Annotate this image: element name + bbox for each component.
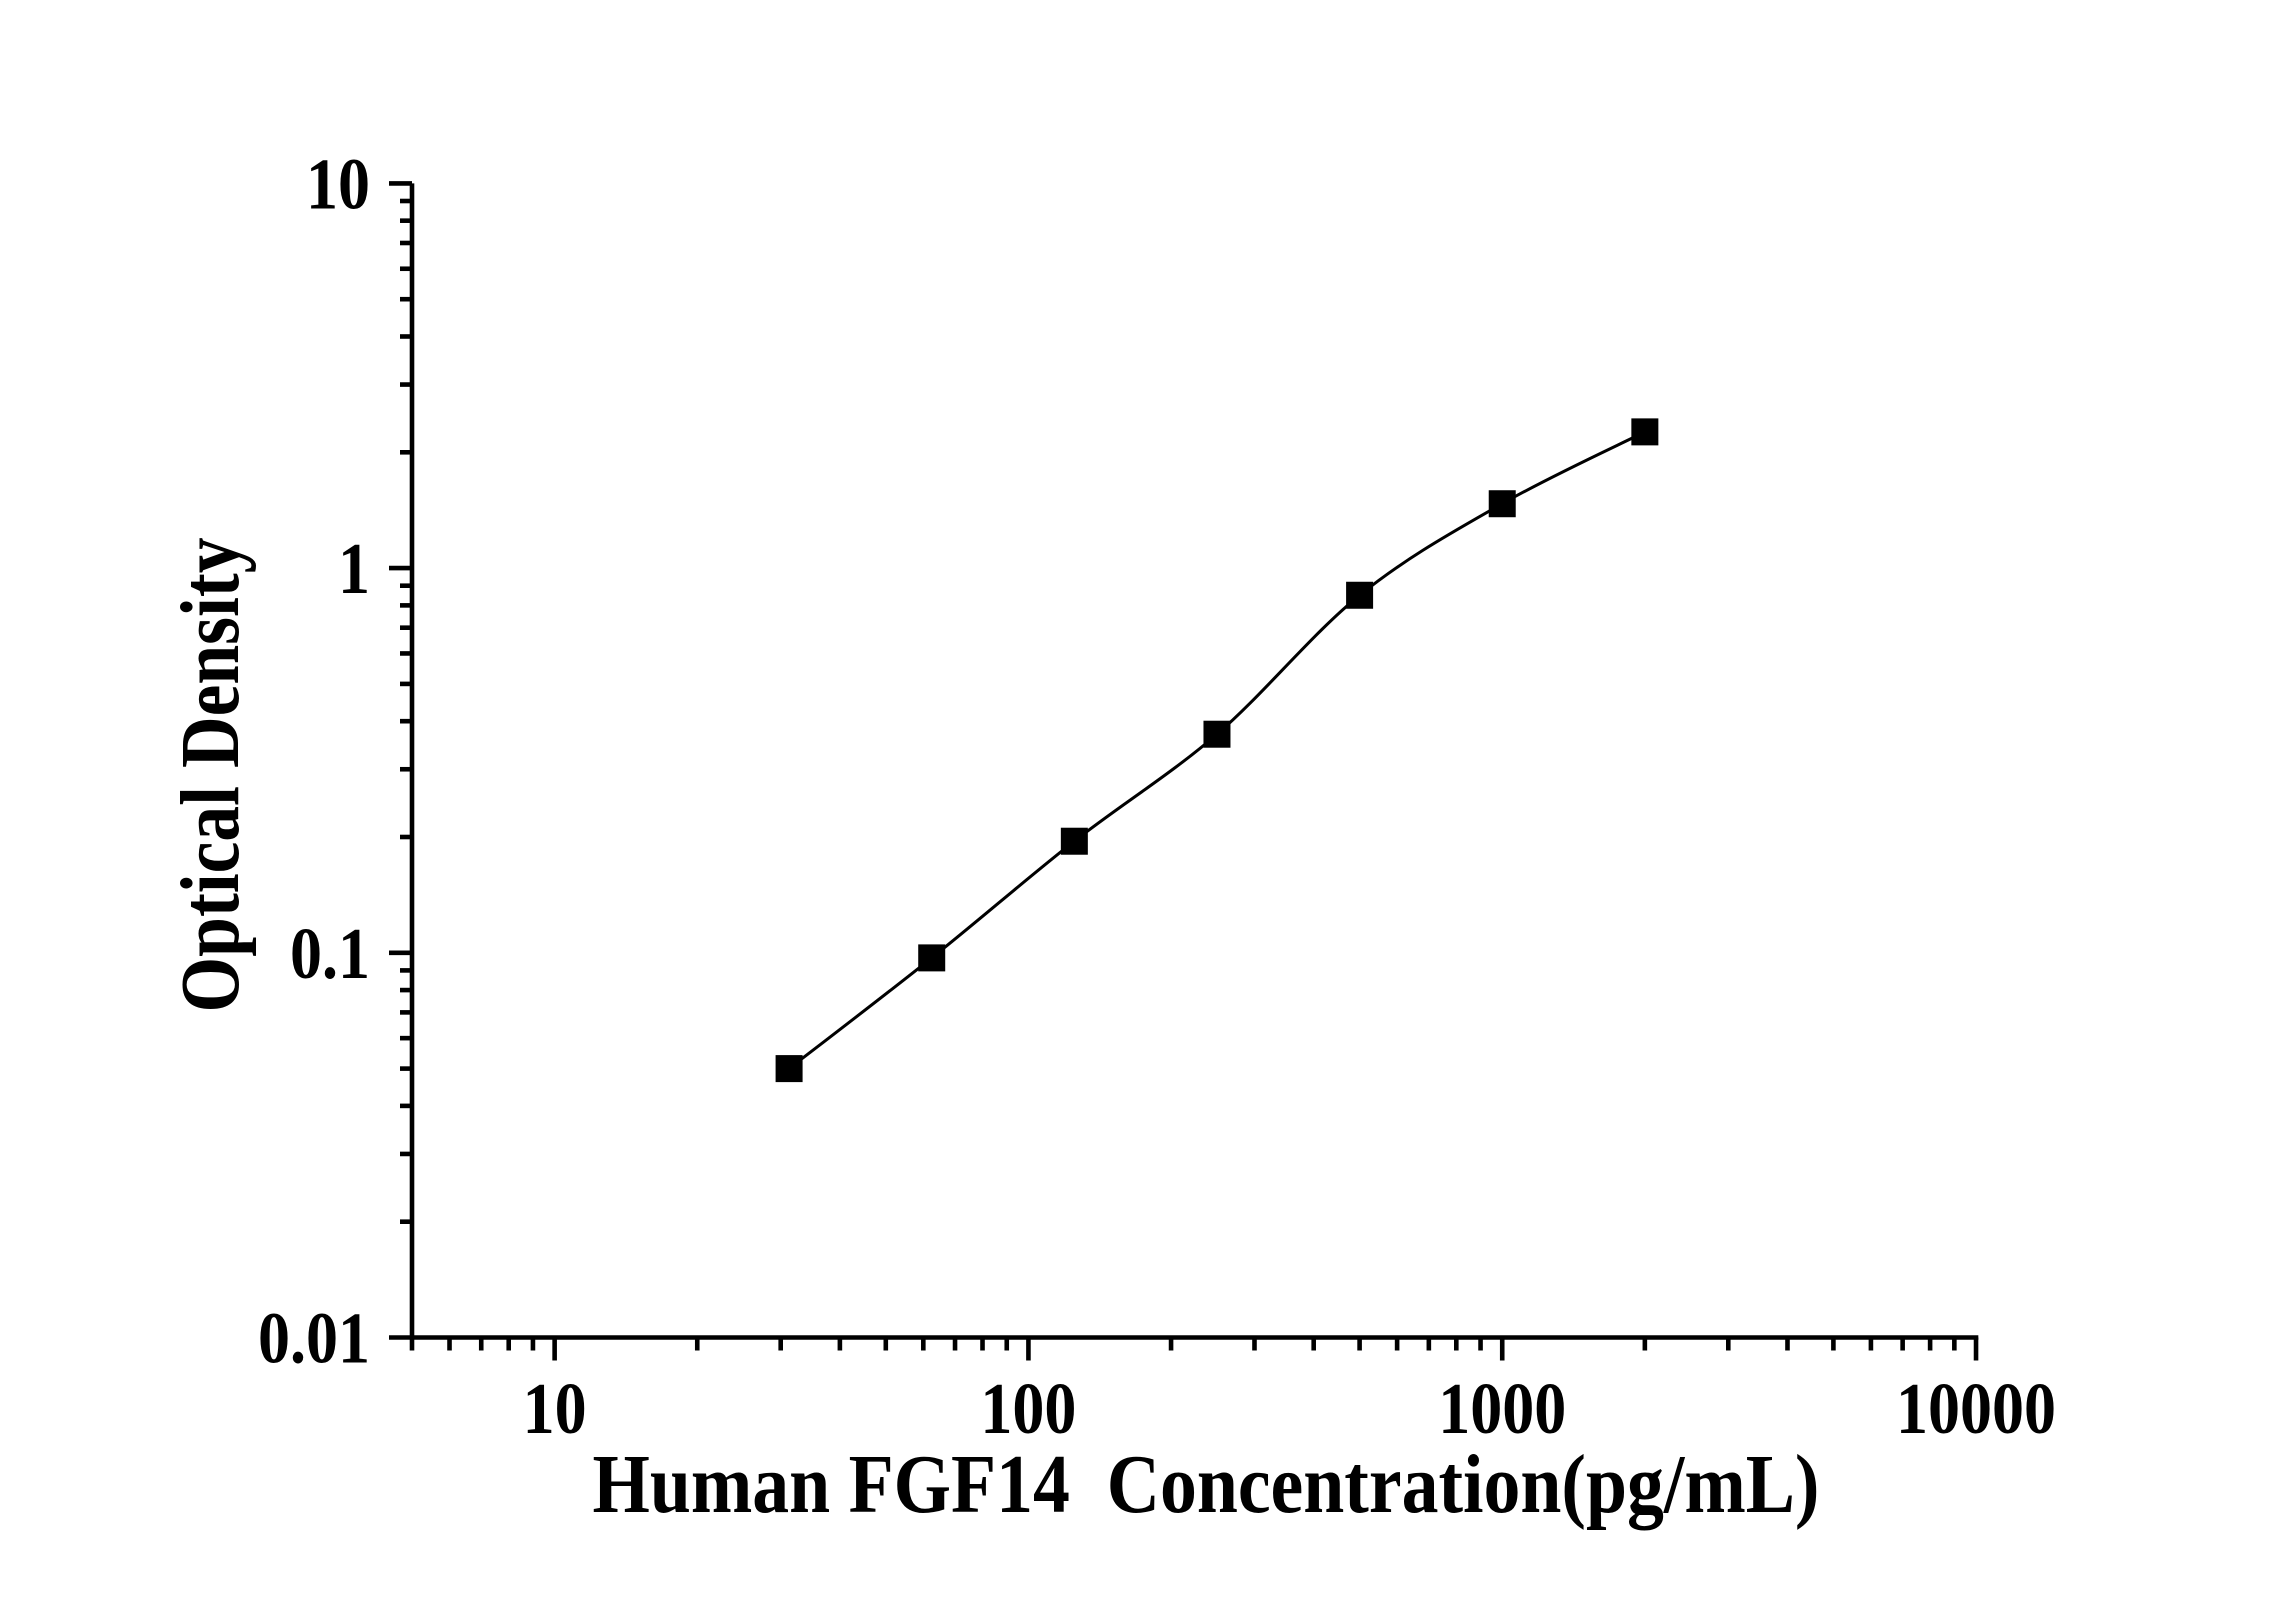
y-tick-label: 0.01 <box>258 1298 370 1379</box>
data-point-marker <box>1346 581 1374 609</box>
data-point-marker <box>1488 490 1516 518</box>
y-axis-title: Optical Density <box>164 538 257 1013</box>
data-point-marker <box>1203 720 1231 748</box>
y-tick-label: 1 <box>338 528 370 609</box>
y-tick-label: 0.1 <box>290 913 370 994</box>
data-point-marker <box>918 944 946 972</box>
x-tick-label: 1000 <box>1438 1368 1566 1449</box>
data-point-marker <box>1631 418 1659 446</box>
x-tick-label: 10 <box>523 1368 587 1449</box>
x-axis-title: Human FGF14 Concentration(pg/mL) <box>593 1438 1820 1531</box>
y-tick-label: 10 <box>306 143 370 224</box>
x-tick-label: 10000 <box>1896 1368 2056 1449</box>
x-tick-label: 100 <box>980 1368 1076 1449</box>
data-point-marker <box>1060 827 1088 855</box>
standard-curve-line <box>788 430 1646 1070</box>
data-point-marker <box>775 1055 803 1083</box>
